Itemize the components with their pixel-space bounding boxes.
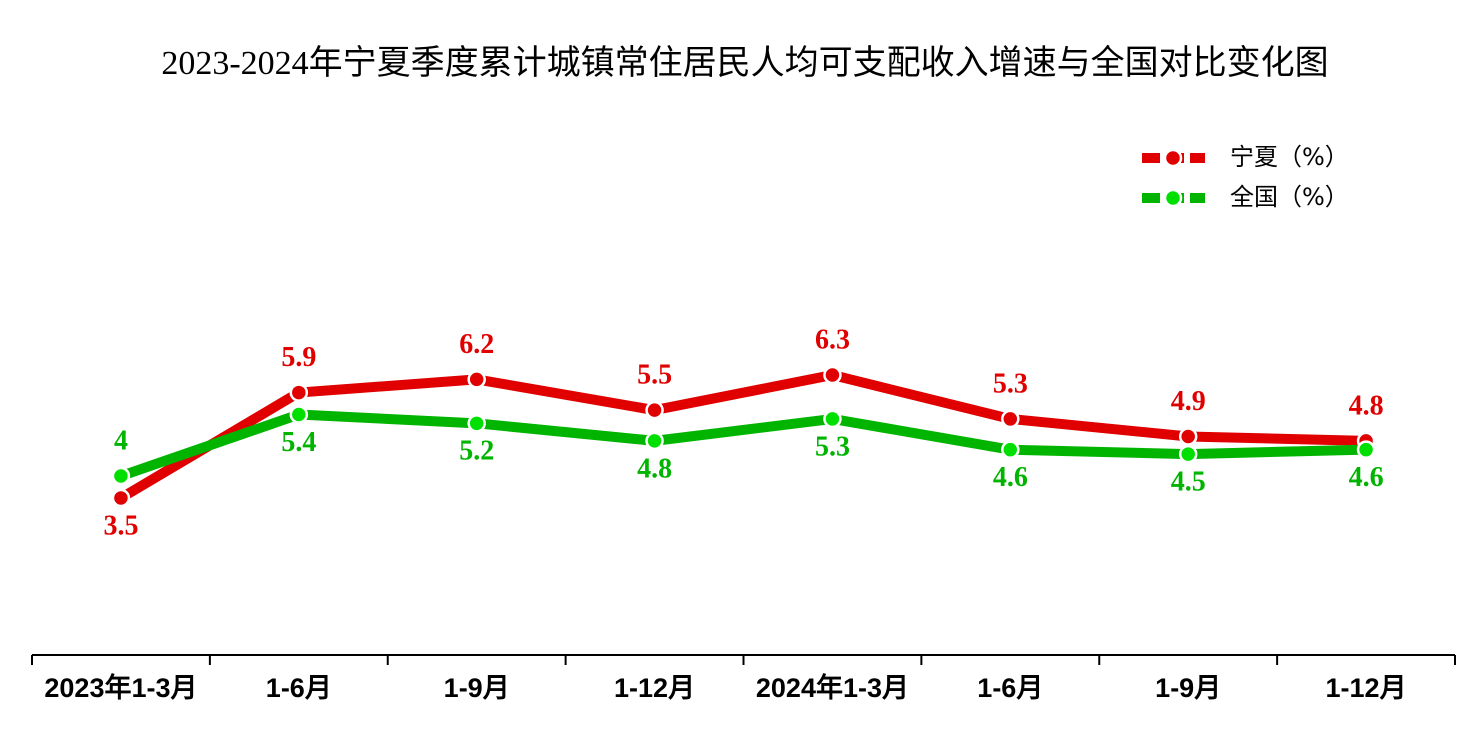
x-tick-label: 1-6月 — [266, 673, 332, 703]
data-label: 4 — [114, 425, 128, 456]
data-label: 3.5 — [103, 510, 138, 541]
data-label: 4.6 — [993, 462, 1028, 493]
data-label: 5.3 — [993, 368, 1028, 399]
series-line — [118, 370, 1367, 503]
point — [823, 365, 842, 385]
x-tick-label: 1-6月 — [977, 673, 1043, 703]
point — [645, 431, 664, 451]
point — [823, 409, 842, 429]
point — [1001, 409, 1020, 429]
legend-label: 宁夏（%） — [1230, 143, 1349, 171]
point — [467, 414, 486, 433]
point — [111, 466, 131, 486]
legend-marker — [1163, 148, 1183, 168]
data-label: 4.5 — [1171, 466, 1206, 497]
x-tick-label: 1-12月 — [1326, 673, 1407, 703]
point — [289, 383, 309, 402]
chart-title: 2023-2024年宁夏季度累计城镇常住居民人均可支配收入增速与全国对比变化图 — [161, 44, 1328, 82]
point — [1001, 440, 1020, 459]
point — [289, 405, 309, 424]
x-tick-label: 2023年1-3月 — [44, 672, 197, 703]
data-label: 6.3 — [815, 324, 850, 355]
x-tick-label: 1-9月 — [1155, 673, 1221, 703]
legend-marker — [1163, 188, 1183, 208]
data-label: 5.3 — [815, 431, 850, 462]
legend-label: 全国（%） — [1230, 183, 1349, 211]
point — [111, 488, 131, 508]
data-label: 4.8 — [637, 453, 672, 484]
data-label: 4.8 — [1349, 390, 1384, 421]
data-label: 4.6 — [1349, 462, 1384, 493]
data-label: 6.2 — [459, 329, 494, 360]
point — [1178, 427, 1198, 446]
x-tick-label: 1-9月 — [444, 673, 510, 703]
point — [645, 400, 664, 420]
series-line — [119, 409, 1367, 481]
x-tick-label: 1-12月 — [614, 673, 695, 703]
point — [467, 370, 486, 389]
data-label: 5.4 — [281, 427, 316, 458]
data-label: 5.2 — [459, 436, 494, 467]
point — [1178, 444, 1198, 464]
x-tick-label: 2024年1-3月 — [756, 672, 909, 703]
data-label: 4.9 — [1171, 386, 1206, 417]
data-label: 5.5 — [637, 360, 672, 391]
data-label: 5.9 — [281, 342, 316, 373]
point — [1356, 440, 1376, 459]
